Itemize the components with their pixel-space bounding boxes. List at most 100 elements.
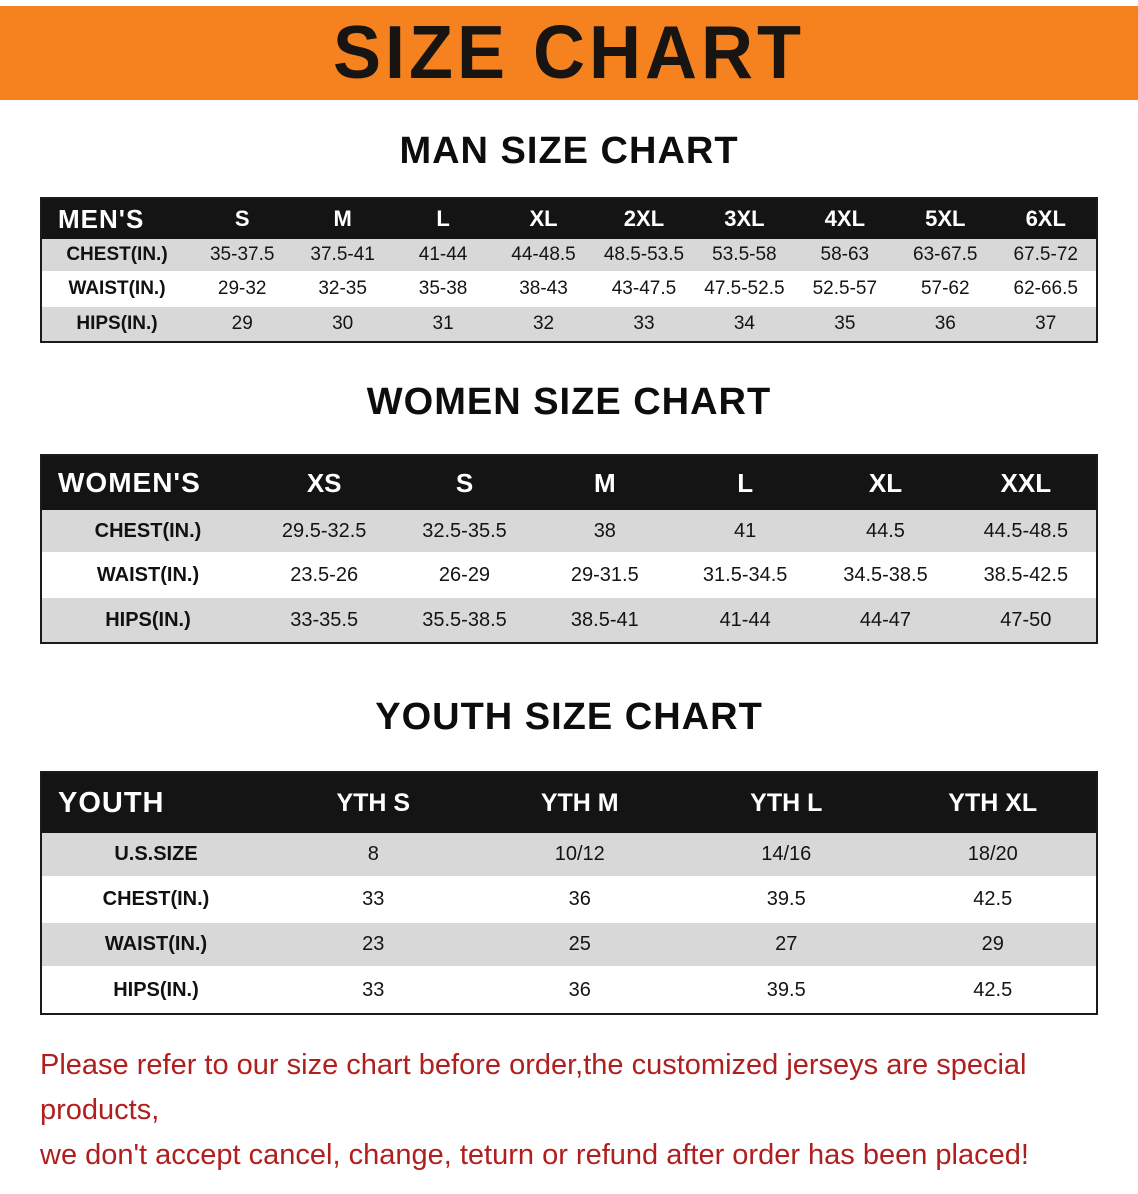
size-value-cell: 44.5 xyxy=(815,510,956,554)
size-column-header: YTH M xyxy=(476,773,683,833)
row-label: CHEST(IN.) xyxy=(42,239,192,273)
size-column-header: S xyxy=(394,456,535,510)
size-value-cell: 36 xyxy=(476,878,683,923)
size-value-cell: 38-43 xyxy=(493,273,594,307)
size-value-cell: 63-67.5 xyxy=(895,239,996,273)
size-value-cell: 44-47 xyxy=(859,608,912,631)
size-value-cell: 23.5-26 xyxy=(254,554,395,598)
size-column-header: XS xyxy=(254,456,395,510)
section-youth: YOUTH SIZE CHART YOUTH YTH S YTH M YTH L YTH… xyxy=(0,696,1138,1015)
table-row: CHEST(IN.) 29.5-32.5 32.5-35.5 38 41 44.5 44.5… xyxy=(42,510,1096,554)
men-size-table: MEN'S S M L XL 2XL 3XL 4XL 5XL 6XL CHEST(IN.) 35-37… xyxy=(40,197,1098,343)
size-value-cell: 10/12 xyxy=(476,833,683,878)
size-column-header: YTH L xyxy=(683,773,890,833)
size-value-cell: 31.5-34.5 xyxy=(674,554,816,598)
table-row: WAIST(IN.) 23 25 27 29 xyxy=(42,923,1096,968)
table-title-cell: MEN'S xyxy=(42,199,192,239)
table-row: WAIST(IN.) 23.5-26 26-29 29-31.5 31.5-34.5 34… xyxy=(42,554,1096,598)
size-column-header: L xyxy=(392,199,494,239)
size-value-cell: 37 xyxy=(1035,313,1057,334)
size-value-cell: 39.5 xyxy=(683,878,890,923)
size-value-cell: 33-35.5 xyxy=(290,608,359,631)
size-value-cell: 35.5-38.5 xyxy=(422,608,507,631)
size-column-header: M xyxy=(292,199,393,239)
footer-warning: Please refer to our size chart before or… xyxy=(40,1043,1098,1178)
size-value-cell: 58-63 xyxy=(794,239,896,273)
row-label: WAIST(IN.) xyxy=(42,923,270,968)
size-column-header: 6XL xyxy=(995,199,1096,239)
size-column-header: XL xyxy=(815,456,956,510)
size-column-header: M xyxy=(534,456,675,510)
size-value-cell: 29 xyxy=(231,313,253,334)
size-value-cell: 35-37.5 xyxy=(192,239,293,273)
size-value-cell: 33 xyxy=(633,313,655,334)
table-row: WAIST(IN.) 29-32 32-35 35-38 38-43 43-47.5 47.… xyxy=(42,273,1096,307)
size-value-cell: 47.5-52.5 xyxy=(694,273,795,307)
size-value-cell: 35 xyxy=(834,313,856,334)
size-value-cell: 27 xyxy=(683,923,890,968)
page-title: SIZE CHART xyxy=(333,11,805,96)
size-column-header: 2XL xyxy=(593,199,695,239)
row-label: HIPS(IN.) xyxy=(76,313,158,334)
youth-section-heading: YOUTH SIZE CHART xyxy=(375,696,763,738)
row-label: WAIST(IN.) xyxy=(42,273,192,307)
size-value-cell: 29-31.5 xyxy=(534,554,675,598)
size-value-cell: 29-32 xyxy=(192,273,293,307)
section-men: MAN SIZE CHART MEN'S S M L XL 2XL 3XL 4XL 5XL 6XL… xyxy=(0,130,1138,343)
size-value-cell: 67.5-72 xyxy=(995,239,1096,273)
table-header-row: WOMEN'S XS S M L XL XXL xyxy=(42,456,1096,510)
size-value-cell: 43-47.5 xyxy=(593,273,695,307)
size-value-cell: 26-29 xyxy=(394,554,535,598)
size-value-cell: 48.5-53.5 xyxy=(593,239,695,273)
size-value-cell: 42.5 xyxy=(973,979,1013,1001)
table-header-row: YOUTH YTH S YTH M YTH L YTH XL xyxy=(42,773,1096,833)
size-value-cell: 57-62 xyxy=(895,273,996,307)
size-value-cell: 30 xyxy=(332,313,354,334)
banner: SIZE CHART xyxy=(0,6,1138,100)
women-section-heading: WOMEN SIZE CHART xyxy=(366,381,772,423)
size-value-cell: 42.5 xyxy=(889,878,1096,923)
size-value-cell: 36 xyxy=(934,313,956,334)
table-row: HIPS(IN.) 29 30 31 32 33 34 35 36 37 xyxy=(42,307,1096,341)
size-value-cell: 29 xyxy=(889,923,1096,968)
row-label: HIPS(IN.) xyxy=(105,608,191,631)
table-header-row: MEN'S S M L XL 2XL 3XL 4XL 5XL 6XL xyxy=(42,199,1096,239)
size-value-cell: 32 xyxy=(532,313,555,334)
section-women: WOMEN SIZE CHART WOMEN'S XS S M L XL XXL CHEST(… xyxy=(0,381,1138,644)
size-value-cell: 52.5-57 xyxy=(794,273,896,307)
youth-size-table: YOUTH YTH S YTH M YTH L YTH XL U.S.SIZE 8 10/12… xyxy=(40,771,1098,1015)
size-value-cell: 23 xyxy=(270,923,477,968)
size-value-cell: 41-44 xyxy=(392,239,494,273)
size-value-cell: 37.5-41 xyxy=(292,239,393,273)
table-row: CHEST(IN.) 35-37.5 37.5-41 41-44 44-48.5 48.5… xyxy=(42,239,1096,273)
size-value-cell: 29.5-32.5 xyxy=(254,510,395,554)
size-value-cell: 18/20 xyxy=(889,833,1096,878)
size-value-cell: 33 xyxy=(362,979,385,1001)
table-row: CHEST(IN.) 33 36 39.5 42.5 xyxy=(42,878,1096,923)
row-label: HIPS(IN.) xyxy=(113,979,199,1001)
size-column-header: XXL xyxy=(955,456,1096,510)
table-title-cell: WOMEN'S xyxy=(42,456,254,510)
size-column-header: XL xyxy=(493,199,594,239)
row-label: CHEST(IN.) xyxy=(42,878,270,923)
size-value-cell: 38 xyxy=(534,510,675,554)
table-row: HIPS(IN.) 33 36 39.5 42.5 xyxy=(42,968,1096,1013)
table-title-cell: YOUTH xyxy=(42,773,270,833)
size-value-cell: 36 xyxy=(568,979,591,1001)
size-column-header: S xyxy=(192,199,293,239)
size-value-cell: 32.5-35.5 xyxy=(394,510,535,554)
size-column-header: 4XL xyxy=(794,199,896,239)
size-value-cell: 14/16 xyxy=(683,833,890,878)
size-value-cell: 38.5-42.5 xyxy=(955,554,1096,598)
size-value-cell: 41-44 xyxy=(719,608,771,631)
size-value-cell: 31 xyxy=(432,313,454,334)
size-value-cell: 34 xyxy=(733,313,755,334)
size-column-header: YTH S xyxy=(270,773,477,833)
size-value-cell: 38.5-41 xyxy=(570,608,639,631)
size-value-cell: 53.5-58 xyxy=(694,239,795,273)
size-value-cell: 44.5-48.5 xyxy=(955,510,1096,554)
table-row: U.S.SIZE 8 10/12 14/16 18/20 xyxy=(42,833,1096,878)
size-value-cell: 44-48.5 xyxy=(493,239,594,273)
size-column-header: 3XL xyxy=(694,199,795,239)
size-value-cell: 8 xyxy=(270,833,477,878)
